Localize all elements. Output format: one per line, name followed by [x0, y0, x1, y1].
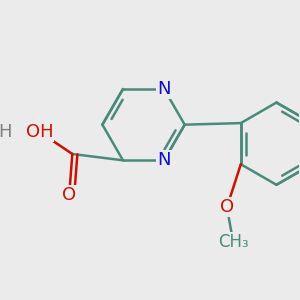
Text: N: N — [158, 151, 171, 169]
Text: O: O — [220, 198, 234, 216]
Text: O: O — [62, 186, 76, 204]
Text: H: H — [0, 123, 11, 141]
Text: OH: OH — [26, 123, 53, 141]
Text: N: N — [158, 80, 171, 98]
Text: CH₃: CH₃ — [218, 233, 248, 251]
